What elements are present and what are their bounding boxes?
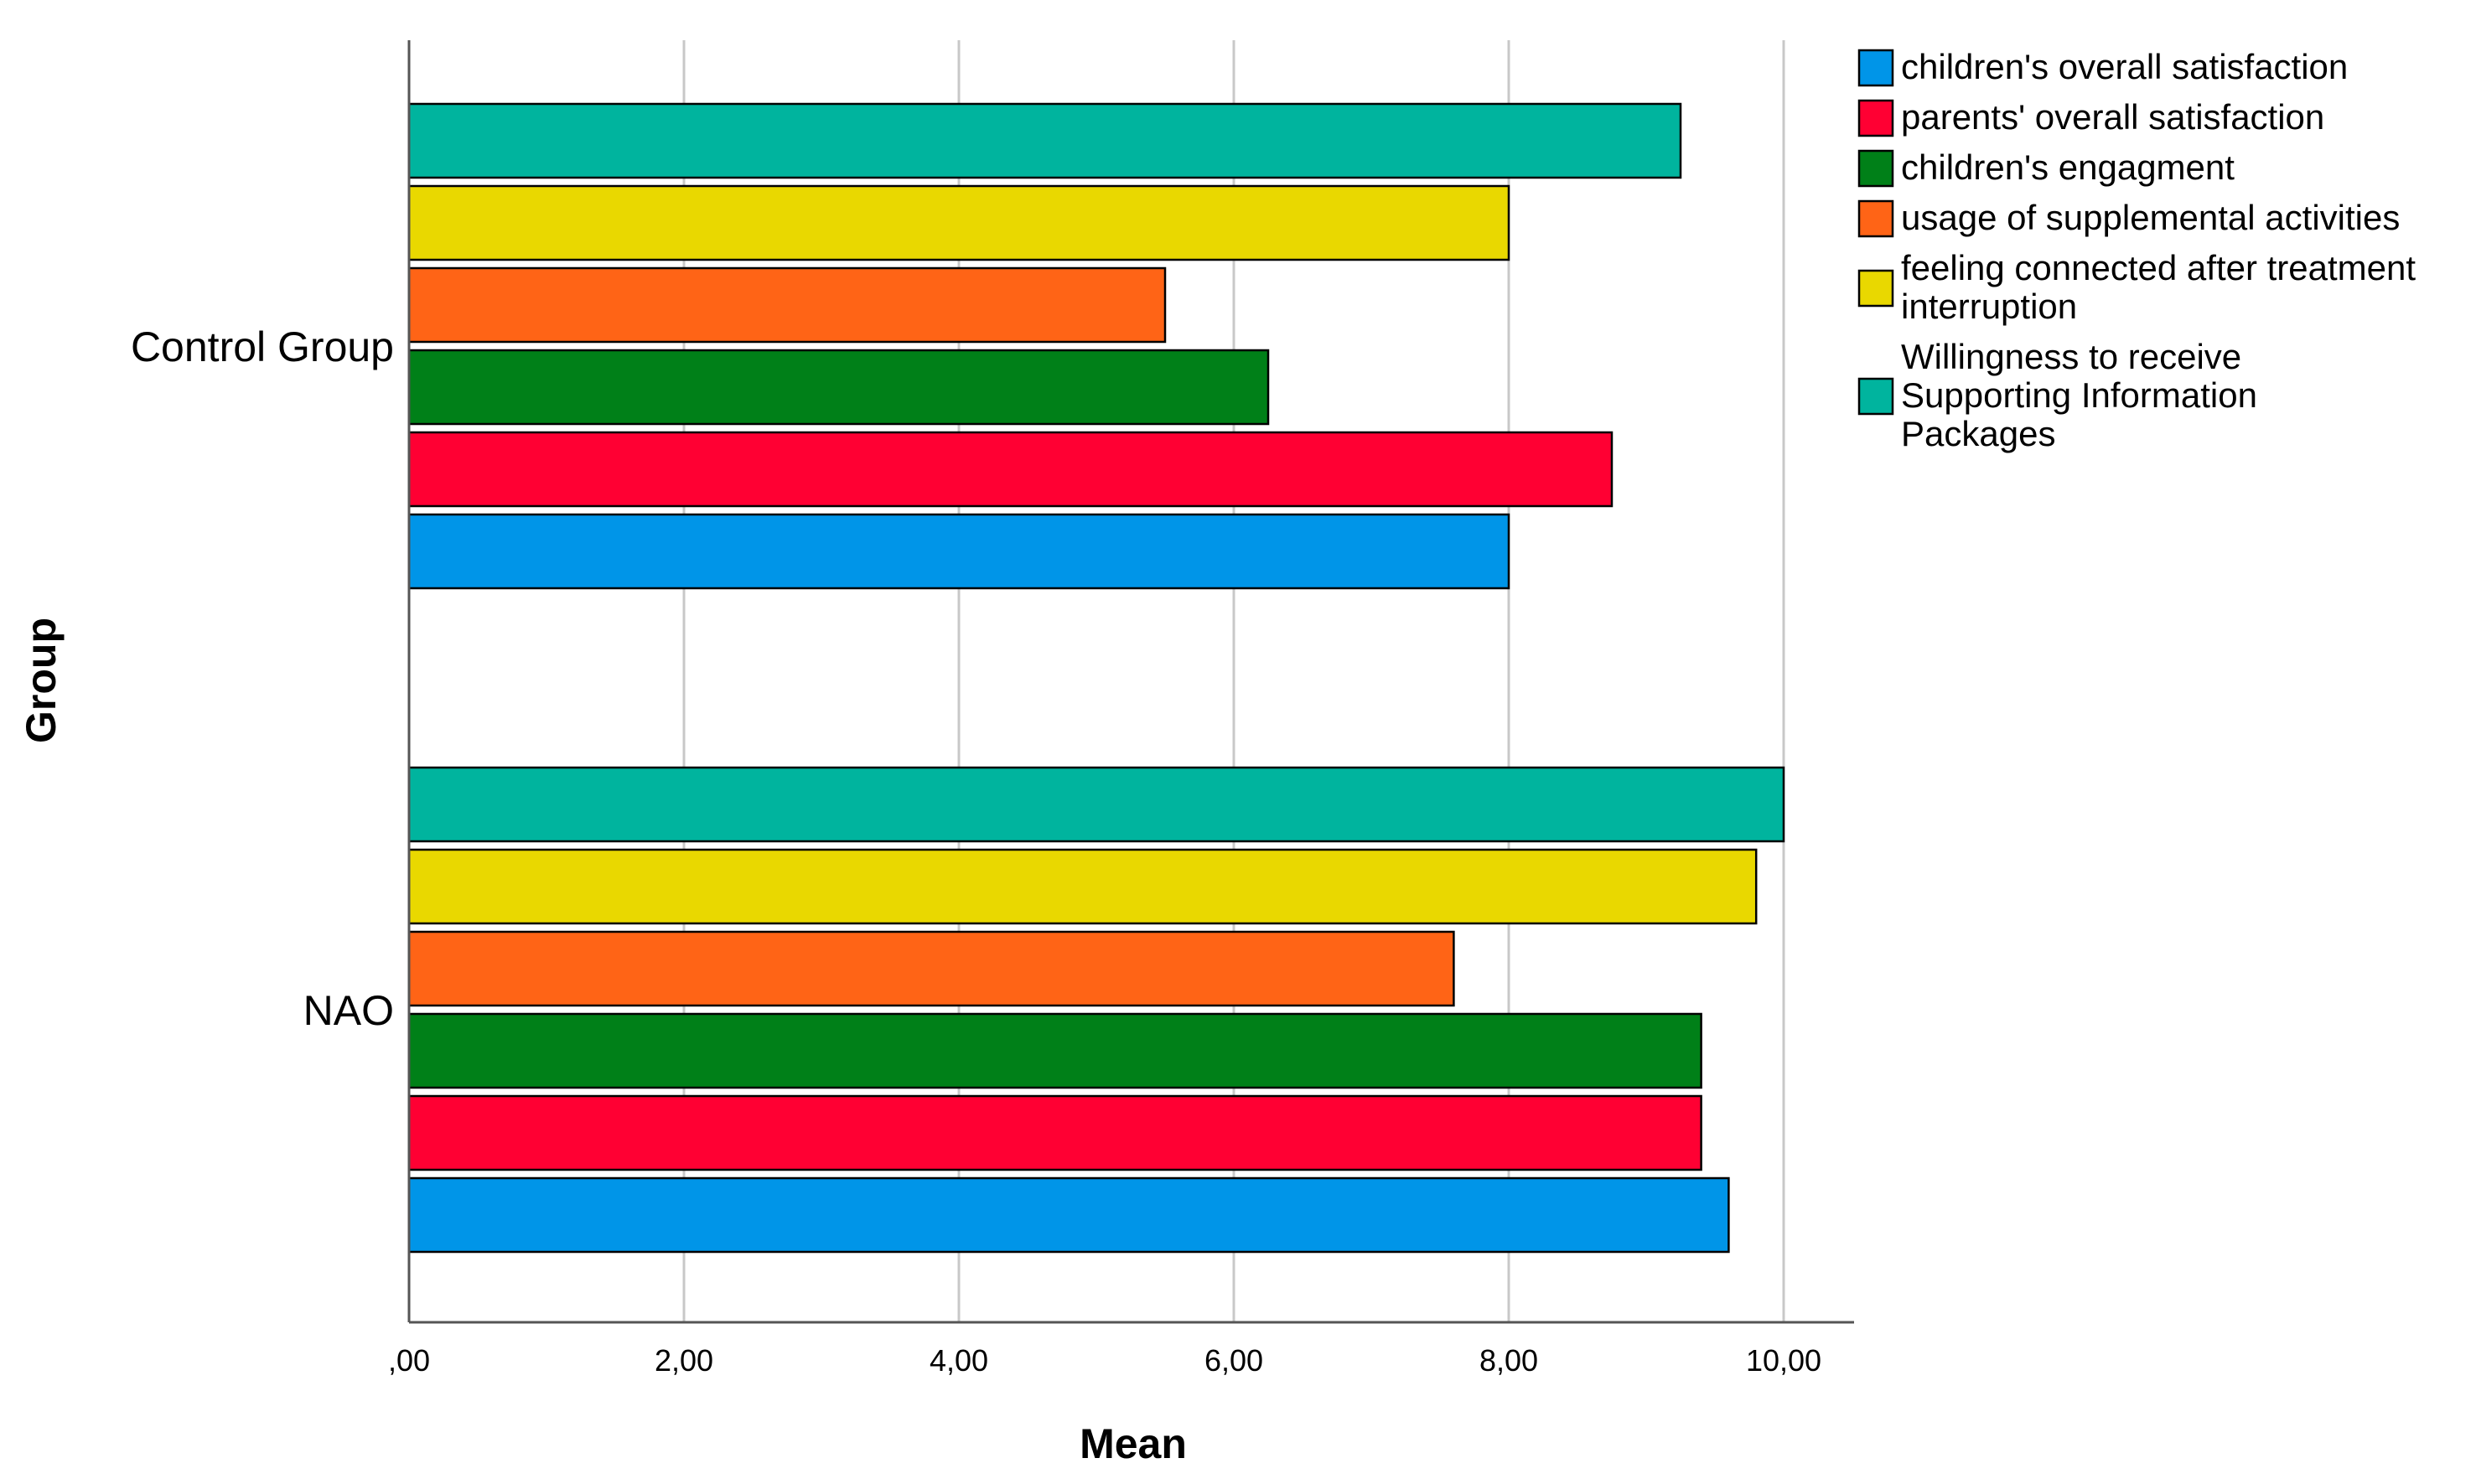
legend-label-line-4-0: feeling connected after treatment (1901, 248, 2416, 287)
legend-swatch-0 (1857, 49, 1894, 87)
legend-label-1: parents' overall satisfaction (1901, 97, 2324, 137)
legend-swatch-1 (1857, 99, 1894, 137)
legend-label-5: Willingness to receive Supporting Informa… (1901, 337, 2257, 453)
legend-swatch-5 (1857, 377, 1894, 416)
legend-label-line-0-0: children's overall satisfaction (1901, 47, 2348, 86)
x-tick-label-1: 2,00 (655, 1343, 713, 1378)
legend-label-line-5-0: Willingness to receive (1901, 337, 2241, 376)
x-axis-title: Mean (1080, 1420, 1187, 1467)
x-tick-label-4: 8,00 (1479, 1343, 1538, 1378)
bar-control-group-series-1 (407, 431, 1614, 508)
legend-label-0: children's overall satisfaction (1901, 47, 2348, 86)
bar-control-group-series-2 (407, 349, 1270, 426)
bar-control-group-series-0 (407, 513, 1510, 590)
category-label-1: NAO (303, 987, 394, 1034)
bar-nao-series-3 (407, 930, 1455, 1007)
bar-control-group-series-3 (407, 266, 1167, 344)
category-label-0: Control Group (131, 323, 394, 370)
bar-nao-series-4 (407, 848, 1758, 925)
legend-label-line-5-2: Packages (1901, 414, 2055, 453)
legend-swatch-4 (1857, 269, 1894, 308)
bar-control-group-series-4 (407, 184, 1510, 261)
bar-nao-series-2 (407, 1012, 1702, 1089)
legend-swatch-3 (1857, 199, 1894, 238)
legend-label-3: usage of supplemental activities (1901, 198, 2400, 237)
bar-control-group-series-5 (407, 102, 1682, 179)
bars (407, 102, 1785, 1254)
legend-label-line-4-1: interruption (1901, 287, 2077, 326)
bar-nao-series-0 (407, 1176, 1730, 1254)
x-tick-label-2: 4,00 (930, 1343, 988, 1378)
legend-label-line-5-1: Supporting Information (1901, 375, 2257, 415)
x-tick-label-5: 10,00 (1746, 1343, 1821, 1378)
legend-label-4: feeling connected after treatment interru… (1901, 248, 2416, 326)
legend-label-line-3-0: usage of supplemental activities (1901, 198, 2400, 237)
x-tick-label-0: ,00 (388, 1343, 430, 1378)
axes: Control Group NAO ,00 2,00 4,00 6,00 8,00 10,00… (18, 40, 1854, 1467)
bar-nao-series-1 (407, 1094, 1702, 1171)
legend: children's overall satisfaction parents' … (1857, 47, 2416, 453)
x-tick-label-3: 6,00 (1204, 1343, 1263, 1378)
bar-nao-series-5 (407, 766, 1785, 843)
legend-label-line-1-0: parents' overall satisfaction (1901, 97, 2324, 137)
y-axis-title: Group (18, 618, 65, 743)
legend-label-line-2-0: children's engagment (1901, 147, 2235, 187)
legend-swatch-2 (1857, 149, 1894, 188)
legend-label-2: children's engagment (1901, 147, 2235, 187)
